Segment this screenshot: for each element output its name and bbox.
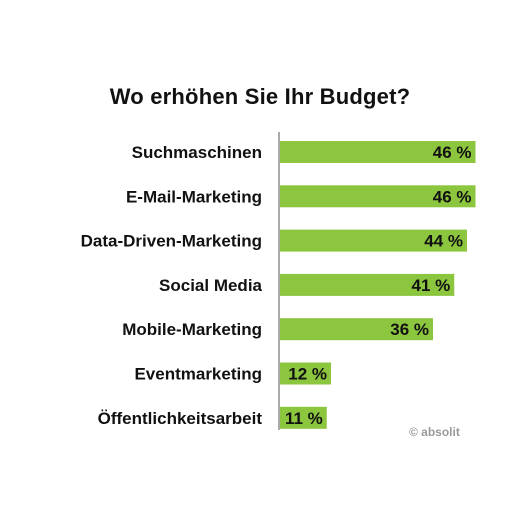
bar: [280, 273, 455, 296]
source-watermark: © absolit: [409, 425, 460, 439]
bar: [280, 362, 331, 385]
value-label: 46 %: [433, 143, 472, 162]
category-label: Suchmaschinen: [132, 143, 262, 162]
bar: [280, 229, 467, 252]
bar: [280, 406, 327, 429]
category-label: Eventmarketing: [134, 365, 262, 384]
value-label: 12 %: [288, 365, 327, 384]
value-label: 46 %: [433, 187, 472, 206]
value-label: 11 %: [285, 409, 323, 428]
value-label: 44 %: [424, 232, 463, 251]
value-label: 36 %: [390, 320, 429, 339]
category-label: E-Mail-Marketing: [126, 187, 262, 206]
bar: [280, 185, 476, 208]
category-label: Mobile-Marketing: [122, 320, 262, 339]
category-label: Social Media: [159, 276, 263, 295]
bar: [280, 318, 433, 341]
bar: [280, 141, 476, 163]
value-label: 41 %: [412, 276, 451, 295]
category-label: Öffentlichkeitsarbeit: [98, 409, 263, 428]
category-label: Data-Driven-Marketing: [81, 232, 262, 251]
chart-title: Wo erhöhen Sie Ihr Budget?: [109, 84, 411, 109]
